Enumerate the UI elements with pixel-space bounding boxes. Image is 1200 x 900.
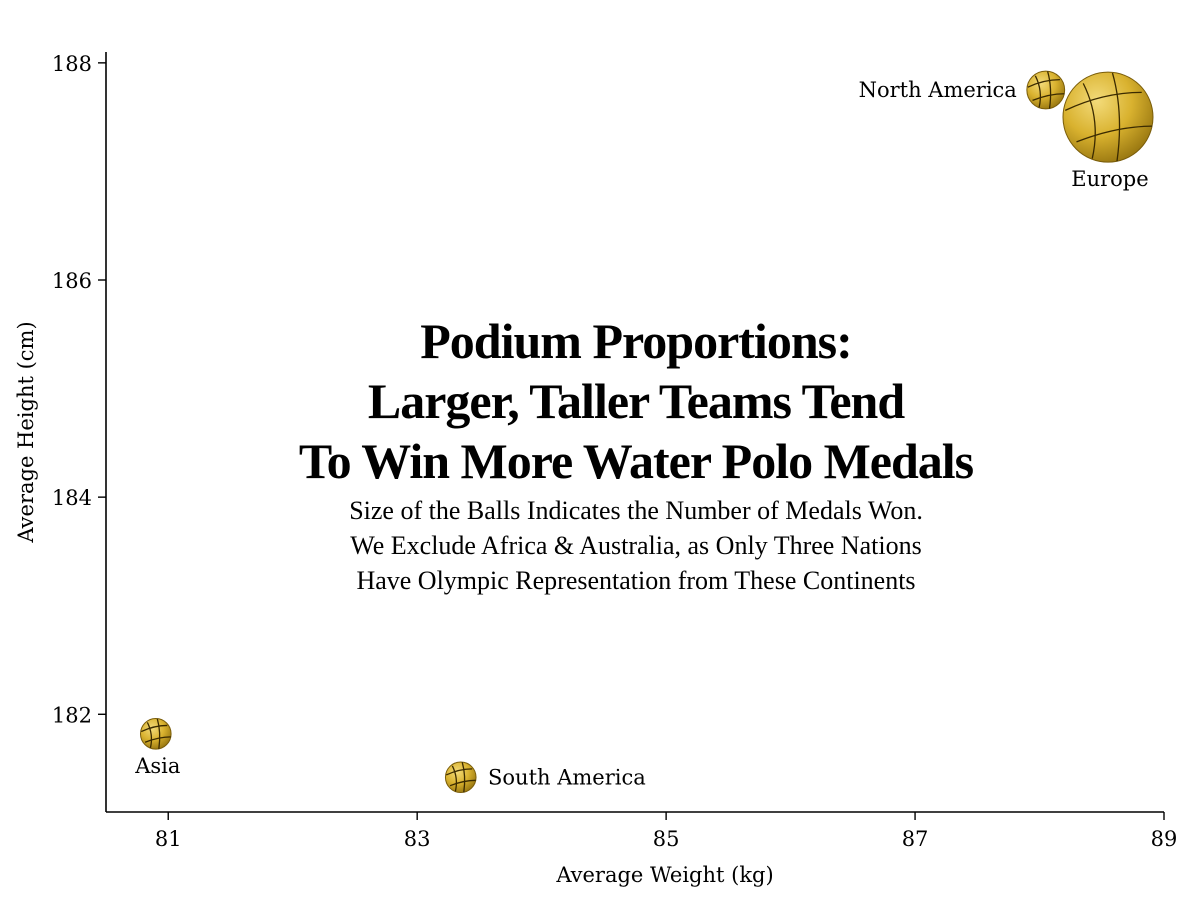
ball-seam xyxy=(1076,125,1153,143)
ball-seam xyxy=(1082,83,1096,159)
ball-seam xyxy=(461,762,466,793)
ball-seam xyxy=(1032,93,1065,102)
y-tick-label: 188 xyxy=(52,52,92,76)
chart-subtitle-line: Size of the Balls Indicates the Number o… xyxy=(349,496,923,525)
ball-seam xyxy=(1064,91,1142,111)
chart-subtitle-line: We Exclude Africa & Australia, as Only T… xyxy=(350,531,921,560)
x-axis-title: Average Weight (kg) xyxy=(555,863,773,887)
chart-title-line: To Win More Water Polo Medals xyxy=(299,433,974,489)
ball-seam xyxy=(140,724,168,733)
ball-seam xyxy=(156,718,161,749)
point-label: North America xyxy=(859,78,1017,102)
data-point-ball xyxy=(1062,71,1154,163)
ball-seam xyxy=(1034,75,1042,108)
x-tick-label: 83 xyxy=(404,827,431,851)
chart-subtitle: Size of the Balls Indicates the Number o… xyxy=(349,496,923,595)
water-polo-ball-icon xyxy=(1026,70,1066,110)
ball-seam xyxy=(449,779,476,787)
chart-title-line: Larger, Taller Teams Tend xyxy=(368,373,905,429)
data-points: North America Europe Asia South America xyxy=(134,70,1154,794)
y-axis-title: Average Height (cm) xyxy=(14,321,38,543)
axes xyxy=(105,52,1164,813)
x-tick-label: 87 xyxy=(902,827,929,851)
y-tick-label: 184 xyxy=(52,486,92,510)
chart-subtitle-line: Have Olympic Representation from These C… xyxy=(356,566,915,595)
chart-title-line: Podium Proportions: xyxy=(420,313,852,369)
water-polo-ball-icon xyxy=(139,718,172,750)
ball-seam xyxy=(146,722,153,749)
point-label: South America xyxy=(488,765,646,789)
data-point-ball xyxy=(139,718,172,750)
data-point-ball xyxy=(1026,70,1066,110)
water-polo-ball-icon xyxy=(1062,71,1154,163)
ball-seam xyxy=(445,768,473,776)
ball-seam xyxy=(1111,72,1121,162)
chart-title: Podium Proportions: Larger, Taller Teams… xyxy=(299,313,975,489)
point-label: Europe xyxy=(1071,167,1148,191)
x-ticks: 81 83 85 87 89 xyxy=(155,812,1177,851)
ball-seam xyxy=(144,736,171,743)
ball-seam xyxy=(451,765,458,792)
x-tick-label: 81 xyxy=(155,827,182,851)
x-tick-label: 89 xyxy=(1151,827,1178,851)
y-ticks: 182 184 186 188 xyxy=(52,52,106,727)
water-polo-ball-icon xyxy=(444,761,477,794)
y-tick-label: 182 xyxy=(52,703,92,727)
ball-seam xyxy=(1047,71,1052,109)
y-tick-label: 186 xyxy=(52,269,92,293)
point-label: Asia xyxy=(134,754,180,778)
data-point-ball xyxy=(444,761,477,794)
x-tick-label: 85 xyxy=(653,827,680,851)
ball-seam xyxy=(1027,78,1060,88)
